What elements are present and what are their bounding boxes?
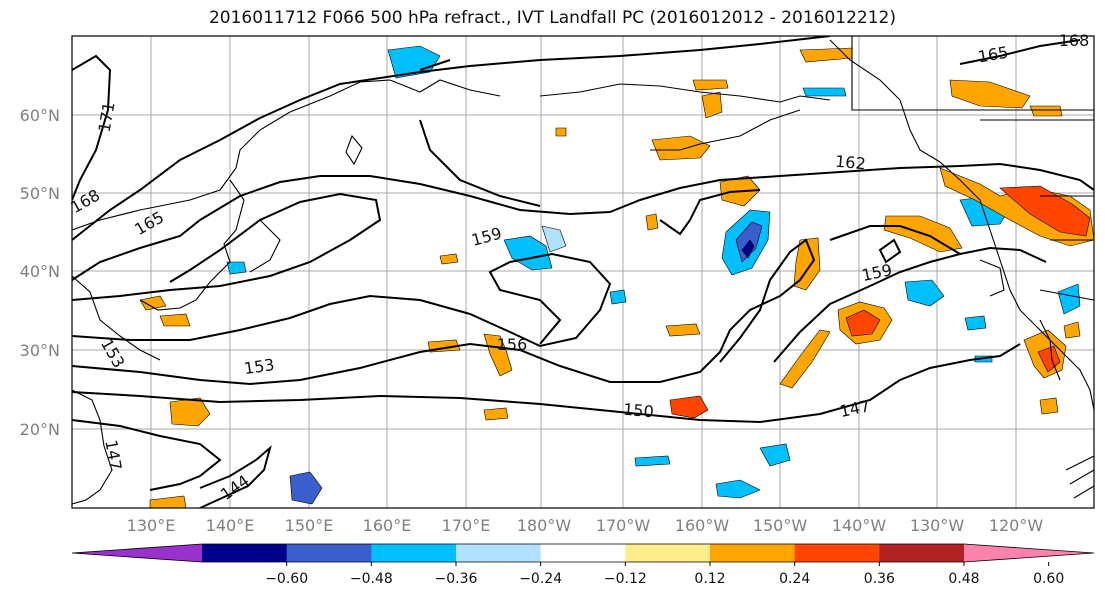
colorbar-tick-label: −0.48 [350, 571, 393, 587]
colorbar-extend-low [72, 544, 202, 562]
map-frame [71, 35, 1095, 509]
colorbar: −0.60 −0.48 −0.36 −0.24 −0.12 0.12 0.24 0.36 0.4… [71, 543, 1095, 587]
lon-label: 140°E [206, 516, 255, 535]
lon-label: 130°W [910, 516, 965, 535]
lat-label: 50°N [20, 184, 60, 203]
lon-label: 140°W [832, 516, 887, 535]
lon-label: 160°W [675, 516, 730, 535]
lon-label: 170°W [596, 516, 651, 535]
lon-label: 180°W [517, 516, 572, 535]
colorbar-tick-label: 0.60 [1033, 571, 1064, 587]
shaded-anomalies [139, 45, 1094, 508]
lon-label: 160°E [363, 516, 412, 535]
lat-label: 20°N [20, 420, 60, 439]
colorbar-segment [710, 544, 796, 562]
colorbar-segment [456, 544, 542, 562]
colorbar-outline [71, 543, 1095, 563]
colorbar-extend-high [964, 544, 1094, 562]
longitude-labels: 130°E 140°E 150°E 160°E 170°E 180°W 170°… [127, 516, 1044, 535]
contour-label: 162 [834, 152, 866, 174]
lon-label: 150°E [285, 516, 334, 535]
colorbar-segment [540, 544, 626, 562]
colorbar-segment [286, 544, 372, 562]
colorbar-tick-label: 0.48 [948, 571, 979, 587]
map-panel [72, 36, 1094, 508]
latitude-labels: 60°N 50°N 40°N 30°N 20°N [20, 106, 60, 439]
colorbar-tick-label: −0.60 [265, 571, 308, 587]
colorbar-tick-label: −0.36 [435, 571, 478, 587]
refractivity-contours [72, 36, 1094, 508]
lat-label: 60°N [20, 106, 60, 125]
lat-label: 30°N [20, 341, 60, 360]
colorbar-segment [371, 544, 457, 562]
lon-label: 150°W [753, 516, 808, 535]
contour-label: 156 [497, 335, 528, 354]
colorbar-tick-label: 0.12 [694, 571, 725, 587]
colorbar-tick-label: 0.24 [779, 571, 810, 587]
lat-label: 40°N [20, 262, 60, 281]
colorbar-segment [202, 544, 288, 562]
coastlines [72, 36, 1094, 505]
contour-label: 168 [1059, 31, 1090, 50]
lon-label: 120°W [989, 516, 1044, 535]
colorbar-segment [625, 544, 711, 562]
contour-labels: 171 168 165 159 153 156 153 150 147 144 … [67, 31, 1089, 504]
colorbar-tick-label: −0.12 [604, 571, 647, 587]
contour-label: 153 [243, 355, 276, 378]
lon-label: 170°E [442, 516, 491, 535]
colorbar-tick-label: 0.36 [864, 571, 895, 587]
lon-label: 130°E [127, 516, 176, 535]
contour-label: 150 [622, 400, 654, 422]
colorbar-segment [879, 544, 965, 562]
colorbar-tick-label: −0.24 [519, 571, 562, 587]
graticule [72, 36, 1094, 508]
map-title: 2016011712 F066 500 hPa refract., IVT La… [208, 8, 896, 28]
colorbar-segment [794, 544, 880, 562]
